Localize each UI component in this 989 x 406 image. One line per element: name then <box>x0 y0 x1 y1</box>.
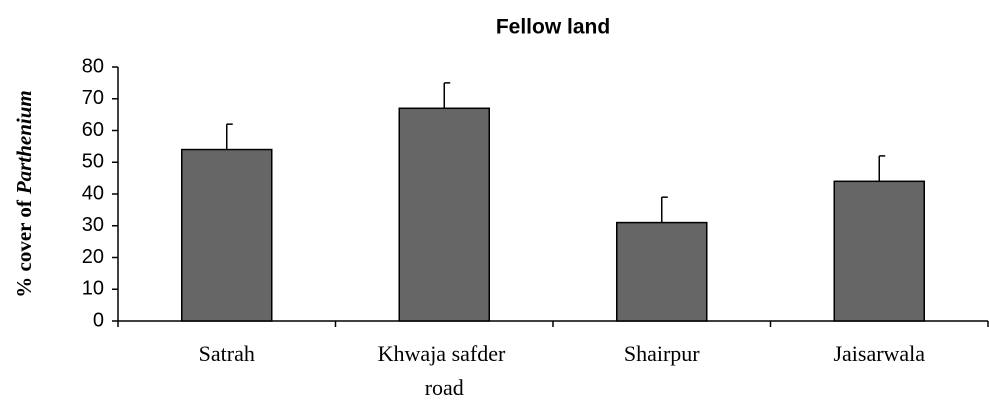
x-tick-label-line: road <box>425 375 464 400</box>
x-tick-label: Jaisarwala <box>833 341 925 366</box>
y-axis-label: % cover of Parthenium <box>12 90 36 297</box>
x-tick-label: Khwaja safder road <box>378 341 511 400</box>
y-tick-label: 10 <box>82 278 104 300</box>
y-tick-label: 80 <box>82 55 104 77</box>
x-tick-label: Satrah <box>199 341 255 366</box>
bar <box>181 148 273 322</box>
y-tick-label: 40 <box>82 182 104 204</box>
y-tick-label: 70 <box>82 87 104 109</box>
x-tick-label: Shairpur <box>624 341 700 366</box>
y-tick-label: 0 <box>93 309 104 331</box>
chart-title: Fellow land <box>496 16 610 39</box>
y-tick-label: 50 <box>82 151 104 173</box>
y-tick-label: 60 <box>82 119 104 141</box>
y-tick-label: 30 <box>82 214 104 236</box>
y-tick-label: 20 <box>82 246 104 268</box>
x-tick-label-line: Khwaja safder <box>378 341 511 366</box>
y-axis-label-text: Parthenium <box>12 90 36 195</box>
bar <box>398 107 490 322</box>
bar <box>616 221 708 322</box>
bar <box>833 180 925 322</box>
y-axis-label-text: % cover of <box>12 199 36 298</box>
